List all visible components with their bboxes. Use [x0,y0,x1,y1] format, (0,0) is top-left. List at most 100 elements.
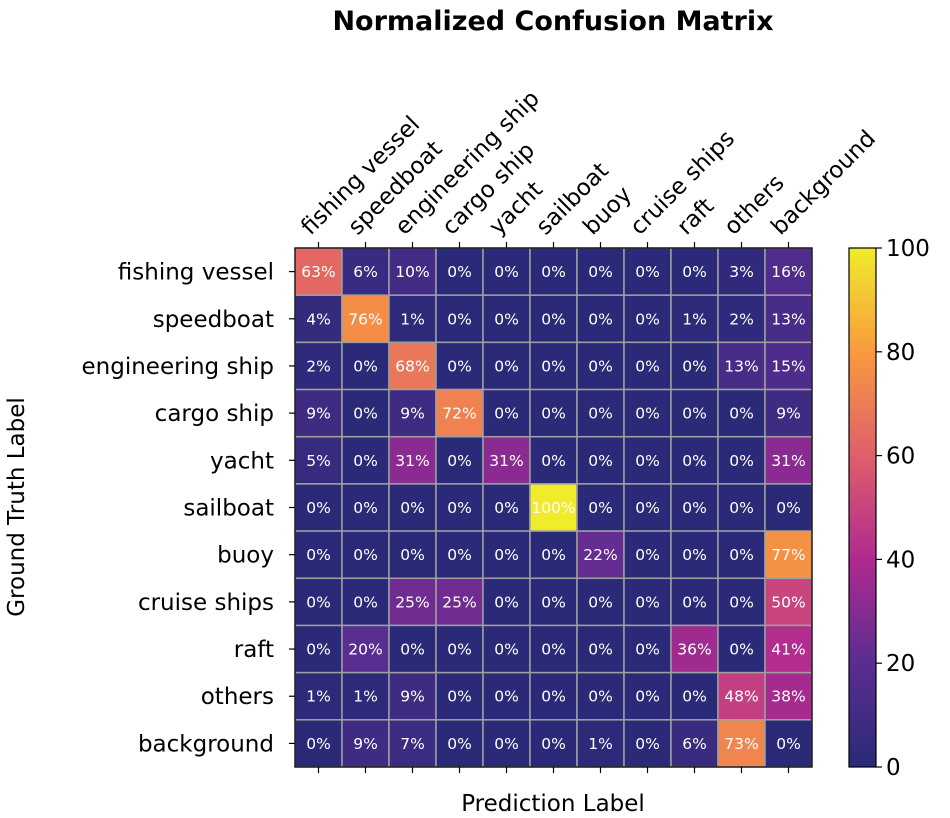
cell-value-label: 63% [301,263,335,281]
cell-value-label: 0% [588,405,613,423]
cell-value-label: 0% [635,499,660,517]
cell-value-label: 0% [588,263,613,281]
cell-value-label: 0% [494,310,519,328]
cell-value-label: 0% [447,641,472,659]
cell-value-label: 0% [447,499,472,517]
cell-value-label: 0% [306,593,331,611]
cell-value-label: 100% [531,499,575,517]
colorbar-tick-label: 40 [886,547,915,573]
cell-value-label: 0% [400,499,425,517]
y-axis-label: Ground Truth Label [4,397,30,617]
cell-value-label: 0% [353,405,378,423]
cell-value-label: 0% [306,499,331,517]
cell-value-label: 0% [353,593,378,611]
heatmap-cell [717,435,766,485]
cell-value-label: 6% [682,735,707,753]
cell-value-label: 0% [494,357,519,375]
cell-value-label: 0% [494,641,519,659]
cell-value-label: 0% [353,499,378,517]
cell-value-label: 0% [776,499,801,517]
cell-value-label: 0% [494,405,519,423]
cell-value-label: 2% [729,310,754,328]
cell-value-label: 50% [771,593,805,611]
cell-value-label: 0% [494,735,519,753]
cell-value-label: 0% [541,735,566,753]
cell-value-label: 0% [729,499,754,517]
cell-value-label: 0% [541,546,566,564]
heatmap-cell [388,435,437,485]
heatmap-cell [388,294,437,344]
cell-value-label: 73% [724,735,758,753]
cell-value-label: 77% [771,546,805,564]
heatmap-cell [294,624,343,674]
cell-value-label: 0% [306,641,331,659]
cell-value-label: 0% [494,688,519,706]
heatmap-cell [764,294,813,344]
cell-value-label: 38% [771,688,805,706]
cell-value-label: 0% [541,641,566,659]
cell-value-label: 0% [729,452,754,470]
cell-value-label: 1% [588,735,613,753]
cell-value-label: 16% [771,263,805,281]
cell-value-label: 0% [635,405,660,423]
heatmap-cell [294,341,343,391]
heatmap-cell [388,624,437,674]
heatmap-cell [341,530,390,580]
heatmap-cell [764,483,813,532]
heatmap-cell [388,671,437,721]
cell-value-label: 0% [353,546,378,564]
cell-value-label: 9% [776,405,801,423]
cell-value-label: 0% [494,263,519,281]
heatmap-cell [576,530,625,580]
cell-value-label: 0% [400,641,425,659]
heatmap-cell [623,577,672,627]
heatmap-cell [388,388,437,438]
heatmap-cell [576,435,625,485]
heatmap-cell [341,719,390,768]
cell-value-label: 0% [447,688,472,706]
heatmap-cell [670,341,719,391]
cell-value-label: 9% [353,735,378,753]
cell-value-label: 0% [729,641,754,659]
heatmap-cell [717,624,766,674]
heatmap-cell [435,435,484,485]
cell-value-label: 41% [771,641,805,659]
heatmap-cell [576,624,625,674]
heatmap-cell [670,671,719,721]
heatmap-cell [294,577,343,627]
heatmap-cell [341,577,390,627]
cell-value-label: 0% [588,357,613,375]
cell-value-label: 0% [588,688,613,706]
heatmap-cell [764,719,813,768]
heatmap-cell [529,294,578,344]
heatmap-cell [294,435,343,485]
heatmap-cell [435,388,484,438]
heatmap-cell [623,624,672,674]
cell-value-label: 72% [442,405,476,423]
y-tick-label: buoy [217,543,274,569]
heatmap-cell [764,530,813,580]
cell-value-label: 0% [447,735,472,753]
cell-value-label: 0% [635,357,660,375]
heatmap-cell [482,671,531,721]
heatmap-cell [482,294,531,344]
y-tick-label: sailboat [183,496,274,522]
cell-value-label: 31% [489,452,523,470]
cell-value-label: 0% [635,735,660,753]
cell-value-label: 0% [682,452,707,470]
cell-value-label: 0% [541,310,566,328]
cell-value-label: 0% [635,593,660,611]
cell-value-label: 0% [682,593,707,611]
heatmap-cell [717,247,766,296]
heatmap-cell [670,483,719,532]
heatmap-cell [717,577,766,627]
cell-value-label: 0% [541,405,566,423]
heatmap-cell [529,530,578,580]
heatmap-cell [435,671,484,721]
cell-value-label: 0% [635,641,660,659]
colorbar-tick-label: 100 [886,236,930,262]
cell-value-label: 0% [494,546,519,564]
cell-value-label: 4% [306,310,331,328]
cell-value-label: 0% [588,310,613,328]
y-tick-label: cargo ship [155,401,274,427]
